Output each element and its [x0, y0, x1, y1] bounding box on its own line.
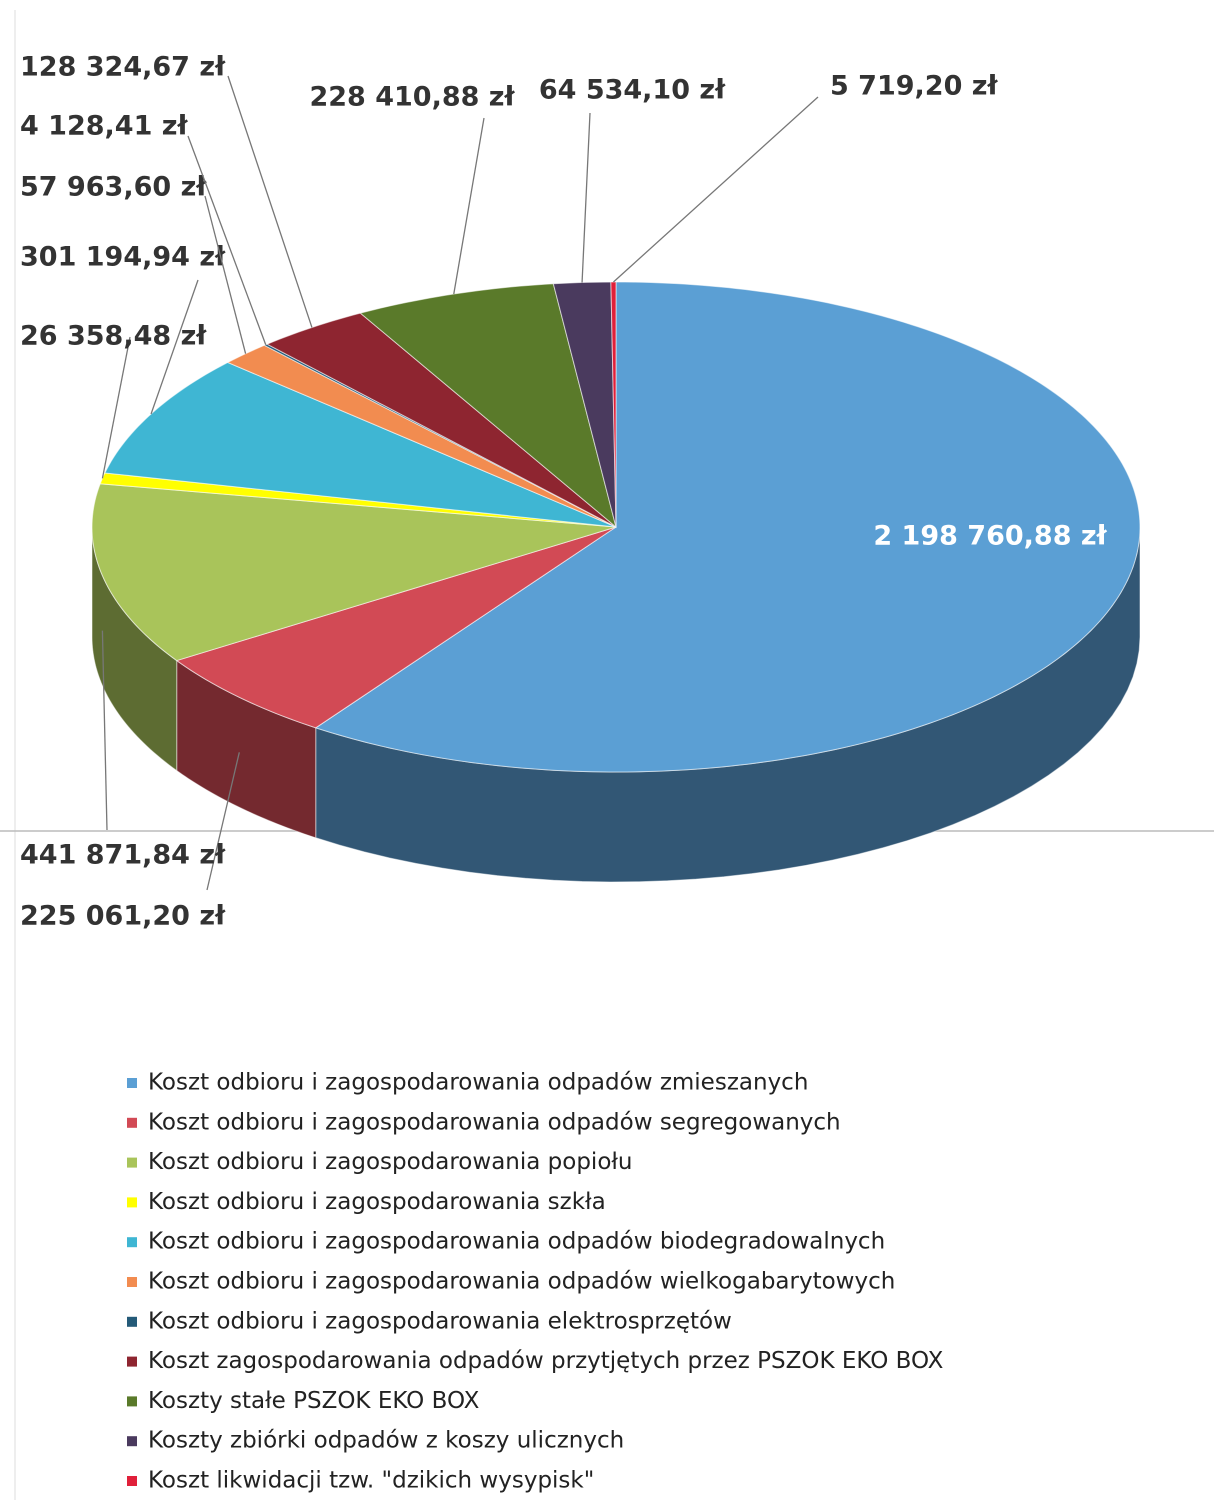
legend-label: Koszt odbioru i zagospodarowania popiołu: [148, 1149, 633, 1175]
legend-swatch: [127, 1078, 137, 1088]
legend-label: Koszt odbioru i zagospodarowania szkła: [148, 1189, 606, 1215]
leader-line: [206, 752, 240, 891]
value-label: 5 719,20 zł: [830, 71, 998, 102]
legend-swatch: [127, 1117, 137, 1128]
legend-label: Koszt zagospodarowania odpadów przytjęty…: [148, 1348, 944, 1374]
legend-label: Koszt odbioru i zagospodarowania elektro…: [148, 1308, 732, 1334]
value-label: 64 534,10 zł: [539, 75, 726, 106]
legend-swatch: [127, 1237, 137, 1248]
legend-label: Koszty stałe PSZOK EKO BOX: [148, 1388, 480, 1414]
value-label: 2 198 760,88 zł: [873, 521, 1107, 552]
legend-swatch: [127, 1157, 137, 1168]
legend-swatch: [127, 1197, 137, 1208]
pie-slice: [175, 526, 617, 729]
leader-line: [227, 75, 313, 328]
leader-line: [581, 112, 591, 283]
value-label: 4 128,41 zł: [20, 111, 188, 142]
legend-swatch: [127, 1277, 137, 1287]
value-label: 57 963,60 zł: [20, 172, 207, 203]
legend-swatch: [127, 1316, 137, 1327]
legend-swatch: [127, 1356, 137, 1367]
leader-line: [613, 96, 819, 283]
legend-label: Koszt odbioru i zagospodarowania odpadów…: [148, 1070, 808, 1096]
leader-line: [453, 117, 485, 295]
value-label: 225 061,20 zł: [20, 901, 226, 932]
pie-slice: [610, 281, 617, 528]
value-label: 441 871,84 zł: [20, 840, 226, 871]
pie-slice: [552, 281, 617, 528]
legend-label: Koszt odbioru i zagospodarowania odpadów…: [148, 1109, 841, 1135]
legend-swatch: [127, 1396, 137, 1407]
value-label: 26 358,48 zł: [20, 321, 207, 352]
value-label: 301 194,94 zł: [20, 242, 226, 273]
legend-swatch: [127, 1476, 137, 1486]
leader-line: [101, 630, 108, 831]
legend-swatch: [127, 1436, 137, 1447]
pie-slice: [91, 483, 617, 662]
legend-label: Koszt likwidacji tzw. "dzikich wysypisk": [148, 1468, 594, 1494]
leader-line: [101, 336, 131, 479]
legend-label: Koszty zbiórki odpadów z koszy ulicznych: [148, 1428, 624, 1454]
legend-label: Koszt odbioru i zagospodarowania odpadów…: [148, 1269, 895, 1295]
pie-slice: [314, 281, 1141, 773]
leader-line: [204, 195, 247, 354]
pie-slice: [265, 312, 617, 528]
leader-line: [187, 135, 267, 346]
legend-label: Koszt odbioru i zagospodarowania odpadów…: [148, 1229, 885, 1255]
leader-line: [150, 279, 199, 415]
value-label: 228 410,88 zł: [309, 82, 515, 113]
value-label: 128 324,67 zł: [20, 52, 226, 83]
